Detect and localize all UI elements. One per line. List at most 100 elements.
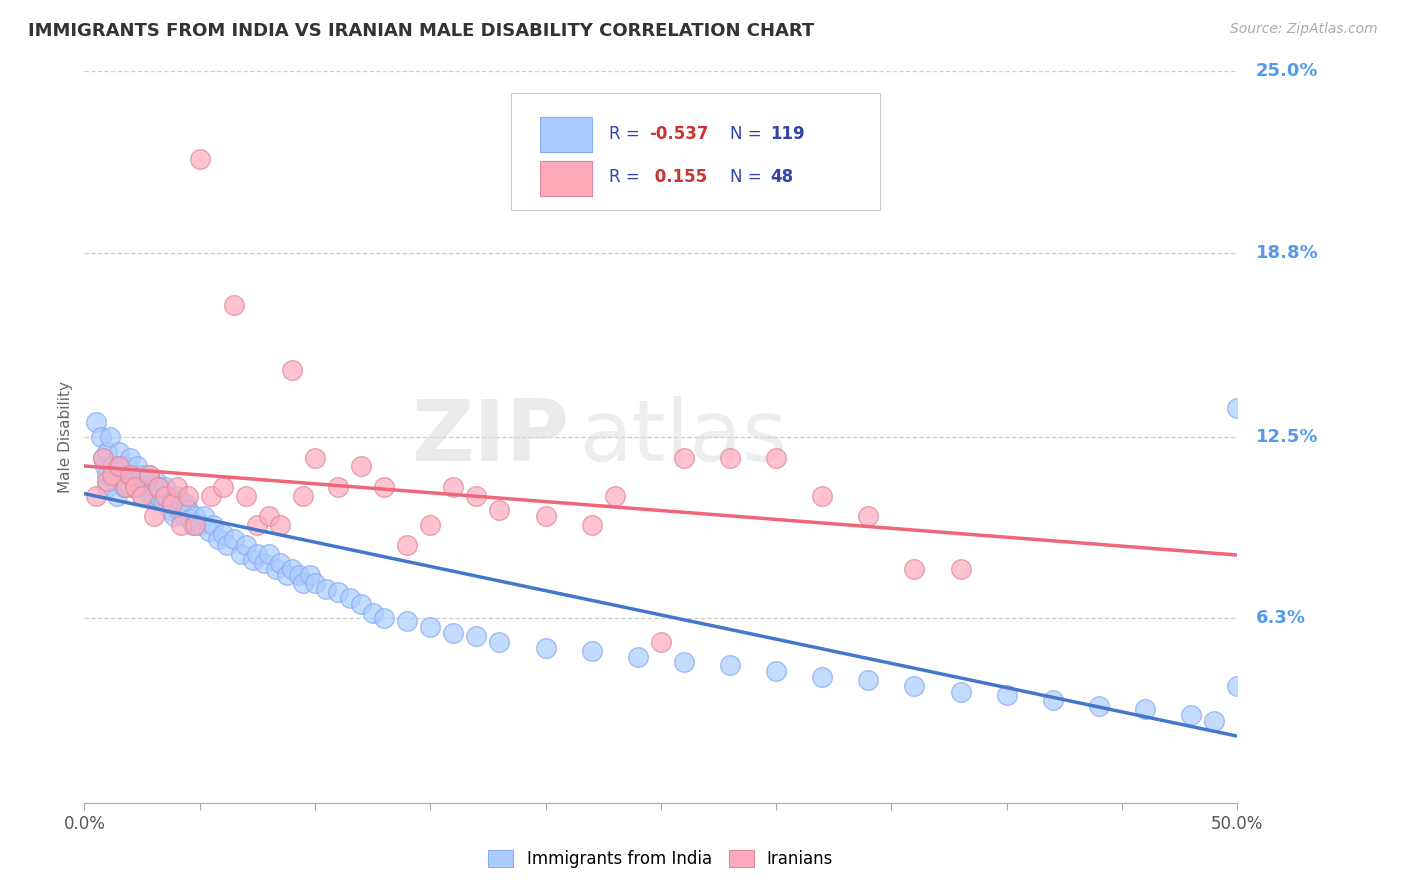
Point [84, 489, 107, 503]
Text: N =: N = [730, 169, 766, 186]
Point [198, 524, 221, 538]
Point [188, 152, 211, 166]
Point [1226, 679, 1249, 693]
Point [396, 615, 419, 629]
Point [138, 468, 160, 483]
Point [1042, 693, 1064, 707]
Text: N =: N = [730, 125, 766, 143]
Point [117, 468, 139, 483]
Point [135, 480, 157, 494]
Point [534, 509, 557, 524]
Point [419, 620, 441, 634]
Point [603, 489, 626, 503]
Point [160, 497, 183, 511]
Point [217, 538, 239, 552]
Point [246, 517, 269, 532]
Point [177, 503, 200, 517]
Point [131, 489, 153, 503]
Point [94, 459, 117, 474]
Point [315, 582, 337, 597]
Text: R =: R = [609, 169, 645, 186]
Point [672, 450, 695, 465]
Point [288, 567, 311, 582]
Point [103, 474, 125, 488]
Point [96, 444, 118, 458]
Point [108, 459, 131, 474]
Point [276, 567, 298, 582]
Point [718, 658, 741, 673]
Point [91, 450, 114, 465]
Point [949, 562, 972, 576]
Legend: Immigrants from India, Iranians: Immigrants from India, Iranians [482, 844, 839, 875]
Point [339, 591, 361, 605]
Point [326, 480, 349, 494]
Point [396, 538, 419, 552]
Point [131, 489, 153, 503]
Point [142, 509, 165, 524]
Point [627, 649, 650, 664]
Point [96, 468, 118, 483]
Point [184, 517, 207, 532]
Point [350, 459, 373, 474]
Point [167, 503, 190, 517]
Text: 48: 48 [770, 169, 793, 186]
Point [200, 489, 222, 503]
Point [269, 556, 291, 570]
Point [304, 576, 326, 591]
Point [231, 547, 253, 561]
Point [98, 430, 121, 444]
Point [419, 517, 441, 532]
Point [242, 553, 264, 567]
Point [281, 363, 304, 377]
Point [128, 480, 150, 494]
Point [89, 430, 111, 444]
Point [120, 468, 142, 483]
Point [141, 489, 163, 503]
Text: 18.8%: 18.8% [1256, 244, 1319, 261]
Point [949, 684, 972, 698]
Point [441, 480, 464, 494]
Point [101, 459, 124, 474]
Point [138, 468, 160, 483]
Point [1226, 401, 1249, 415]
Point [304, 450, 326, 465]
Text: Source: ZipAtlas.com: Source: ZipAtlas.com [1230, 22, 1378, 37]
Y-axis label: Male Disability: Male Disability [58, 381, 73, 493]
Point [1180, 708, 1202, 723]
Text: 0.155: 0.155 [650, 169, 707, 186]
Point [121, 468, 143, 483]
Point [465, 629, 488, 643]
Point [257, 509, 280, 524]
Point [166, 480, 188, 494]
Point [134, 474, 156, 488]
Point [156, 489, 179, 503]
Point [105, 489, 128, 503]
Point [131, 468, 153, 483]
Point [124, 474, 146, 488]
Point [211, 480, 233, 494]
Point [160, 494, 183, 508]
Point [299, 567, 322, 582]
Point [1133, 702, 1156, 716]
Point [811, 670, 834, 684]
FancyBboxPatch shape [510, 94, 880, 211]
Point [292, 576, 315, 591]
Point [235, 489, 257, 503]
Point [207, 533, 229, 547]
Point [903, 679, 925, 693]
Point [91, 450, 114, 465]
Point [110, 474, 132, 488]
Point [581, 643, 603, 657]
Point [465, 489, 488, 503]
Point [84, 416, 107, 430]
Point [149, 480, 172, 494]
Point [765, 450, 787, 465]
Point [153, 489, 176, 503]
Point [96, 480, 118, 494]
Point [326, 585, 349, 599]
Point [581, 517, 603, 532]
Point [488, 503, 510, 517]
Text: atlas: atlas [581, 395, 789, 479]
Text: -0.537: -0.537 [650, 125, 709, 143]
Point [193, 509, 215, 524]
